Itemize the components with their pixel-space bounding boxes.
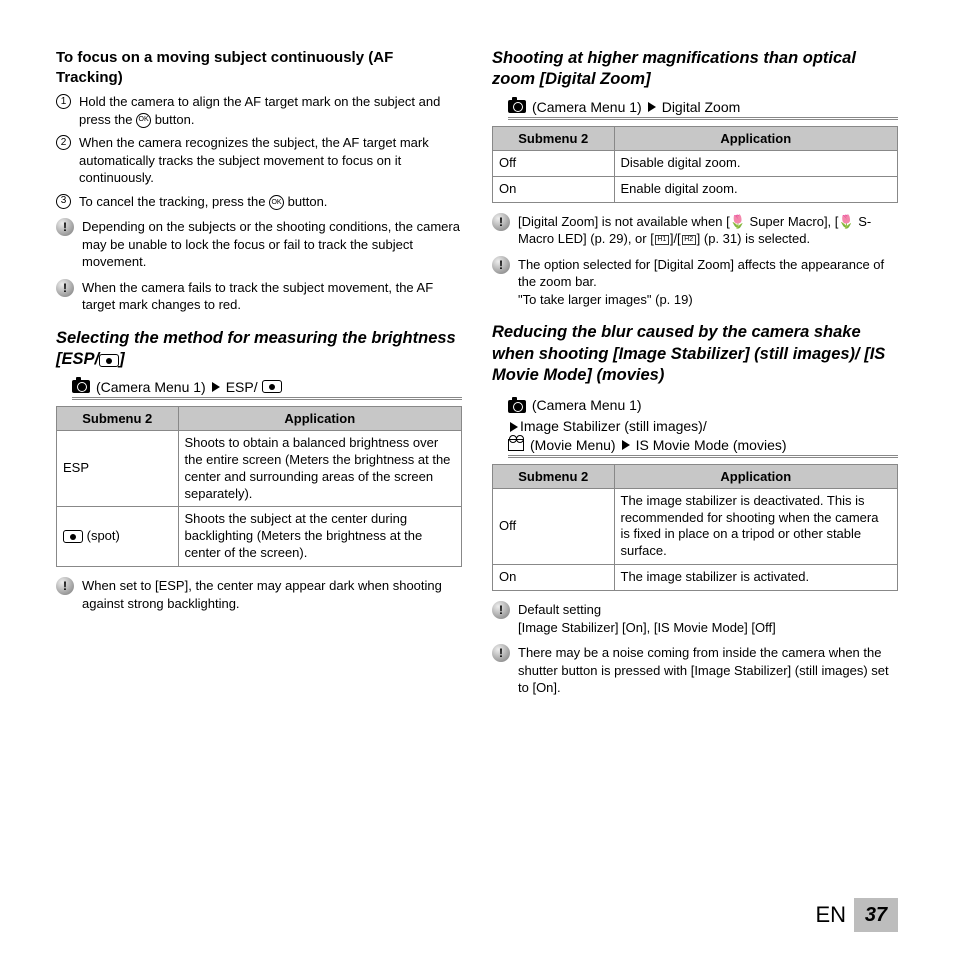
- triangle-icon: [622, 440, 630, 450]
- step-1: Hold the camera to align the AF target m…: [79, 93, 462, 128]
- step-2: When the camera recognizes the subject, …: [79, 134, 462, 187]
- caution-icon: !: [492, 256, 510, 274]
- spot-icon: [63, 530, 83, 543]
- page-number: 37: [854, 898, 898, 932]
- caution-icon: !: [492, 644, 510, 662]
- table-is: Submenu 2Application OffThe image stabil…: [492, 464, 898, 591]
- heading-af-tracking: To focus on a moving subject continuousl…: [56, 48, 462, 87]
- step-3: To cancel the tracking, press the OK but…: [79, 193, 462, 211]
- footer-lang: EN: [815, 902, 846, 928]
- triangle-icon: [510, 422, 518, 432]
- camera-icon: [508, 100, 526, 113]
- note-af-1: Depending on the subjects or the shootin…: [82, 218, 462, 271]
- camera-icon: [72, 380, 90, 393]
- table-dz: Submenu 2Application OffDisable digital …: [492, 126, 898, 203]
- note-af-2: When the camera fails to track the subje…: [82, 279, 462, 314]
- caution-icon: !: [492, 601, 510, 619]
- menupath-is-1: (Camera Menu 1): [508, 395, 898, 416]
- spot-icon: [99, 354, 119, 367]
- right-column: Shooting at higher magnifications than o…: [492, 48, 898, 705]
- note-esp-1: When set to [ESP], the center may appear…: [82, 577, 462, 612]
- note-is-2: There may be a noise coming from inside …: [518, 644, 898, 697]
- left-column: To focus on a moving subject continuousl…: [56, 48, 462, 705]
- af-steps: 1 Hold the camera to align the AF target…: [56, 93, 462, 210]
- ok-button-icon: OK: [269, 195, 284, 210]
- note-is-1: Default setting[Image Stabilizer] [On], …: [518, 601, 898, 636]
- ok-button-icon: OK: [136, 113, 151, 128]
- menupath-is-3: (Movie Menu) IS Movie Mode (movies): [508, 437, 898, 458]
- caution-icon: !: [56, 279, 74, 297]
- caution-icon: !: [56, 577, 74, 595]
- note-dz-2: The option selected for [Digital Zoom] a…: [518, 256, 898, 309]
- heading-esp: Selecting the method for measuring the b…: [56, 328, 462, 371]
- menupath-is-2: Image Stabilizer (still images)/: [508, 416, 898, 437]
- note-dz-1: [Digital Zoom] is not available when [🌷 …: [518, 213, 898, 248]
- table-esp: Submenu 2Application ESP Shoots to obtai…: [56, 406, 462, 567]
- spot-icon: [262, 380, 282, 393]
- menupath-esp: (Camera Menu 1) ESP/: [72, 379, 462, 400]
- triangle-icon: [212, 382, 220, 392]
- page-footer: EN 37: [815, 898, 898, 932]
- triangle-icon: [648, 102, 656, 112]
- step-num-3: 3: [56, 194, 71, 209]
- caution-icon: !: [56, 218, 74, 236]
- step-num-1: 1: [56, 94, 71, 109]
- movie-icon: [508, 439, 524, 451]
- heading-digital-zoom: Shooting at higher magnifications than o…: [492, 48, 898, 91]
- caution-icon: !: [492, 213, 510, 231]
- camera-icon: [508, 400, 526, 413]
- step-num-2: 2: [56, 135, 71, 150]
- menupath-dz: (Camera Menu 1) Digital Zoom: [508, 99, 898, 120]
- heading-is: Reducing the blur caused by the camera s…: [492, 322, 898, 386]
